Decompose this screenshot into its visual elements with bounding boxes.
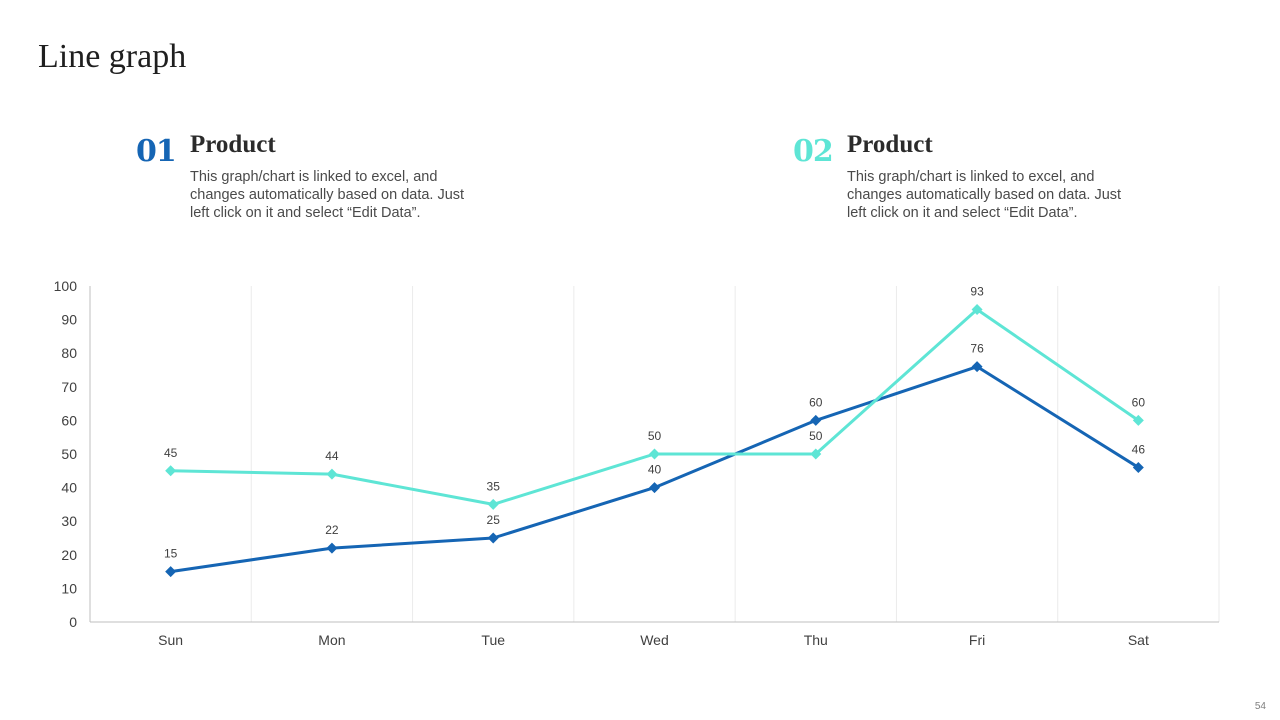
series-1-point [165, 566, 177, 578]
page-number: 54 [1254, 701, 1266, 712]
y-tick-label: 70 [61, 379, 77, 395]
y-tick-label: 50 [61, 446, 77, 462]
y-tick-label: 40 [61, 480, 77, 496]
series-2-data-label: 60 [1132, 395, 1146, 409]
series-2-data-label: 44 [325, 449, 339, 463]
x-tick-label: Mon [318, 632, 345, 648]
series-2-point [810, 448, 822, 460]
x-tick-label: Fri [969, 632, 985, 648]
series-2-point [487, 498, 499, 510]
y-tick-label: 20 [61, 547, 77, 563]
series-2-point [326, 468, 338, 480]
y-tick-label: 10 [61, 580, 77, 596]
product-1-number: 01 [136, 134, 177, 169]
series-2-data-label: 45 [164, 446, 178, 460]
y-tick-label: 60 [61, 412, 77, 428]
x-tick-label: Wed [640, 632, 669, 648]
x-tick-label: Tue [481, 632, 505, 648]
series-1-data-label: 15 [164, 547, 178, 561]
y-tick-label: 0 [69, 614, 77, 630]
series-1-data-label: 46 [1132, 442, 1146, 456]
y-tick-label: 30 [61, 513, 77, 529]
series-1-data-label: 22 [325, 523, 339, 537]
series-2-point [165, 465, 177, 477]
series-2-data-label: 50 [648, 429, 662, 443]
series-1-point [971, 361, 983, 373]
product-2-number: 02 [793, 134, 834, 169]
x-tick-label: Thu [804, 632, 828, 648]
product-2-description: This graph/chart is linked to excel, and… [847, 169, 1122, 221]
series-2-point [1132, 414, 1144, 426]
series-1-point [810, 414, 822, 426]
series-1-data-label: 60 [809, 395, 823, 409]
product-1-description: This graph/chart is linked to excel, and… [190, 169, 465, 221]
y-tick-label: 80 [61, 345, 77, 361]
x-tick-label: Sat [1128, 632, 1149, 648]
y-tick-label: 90 [61, 312, 77, 328]
slide-title: Line graph [38, 38, 187, 75]
product-2-title: Product [847, 131, 933, 158]
product-1-title: Product [190, 131, 276, 158]
series-1-point [1132, 461, 1144, 473]
x-tick-label: Sun [158, 632, 183, 648]
series-1-data-label: 40 [648, 463, 662, 477]
series-2-data-label: 35 [487, 479, 501, 493]
series-2-point [971, 304, 983, 316]
series-2-point [649, 448, 660, 460]
series-1-data-label: 76 [970, 342, 984, 356]
series-1-point [649, 482, 660, 494]
series-1-point [326, 542, 338, 554]
series-1-point [487, 532, 499, 544]
series-2-data-label: 93 [970, 285, 984, 299]
series-1-data-label: 25 [487, 513, 501, 527]
series-2-data-label: 50 [809, 429, 823, 443]
y-tick-label: 100 [54, 278, 78, 294]
